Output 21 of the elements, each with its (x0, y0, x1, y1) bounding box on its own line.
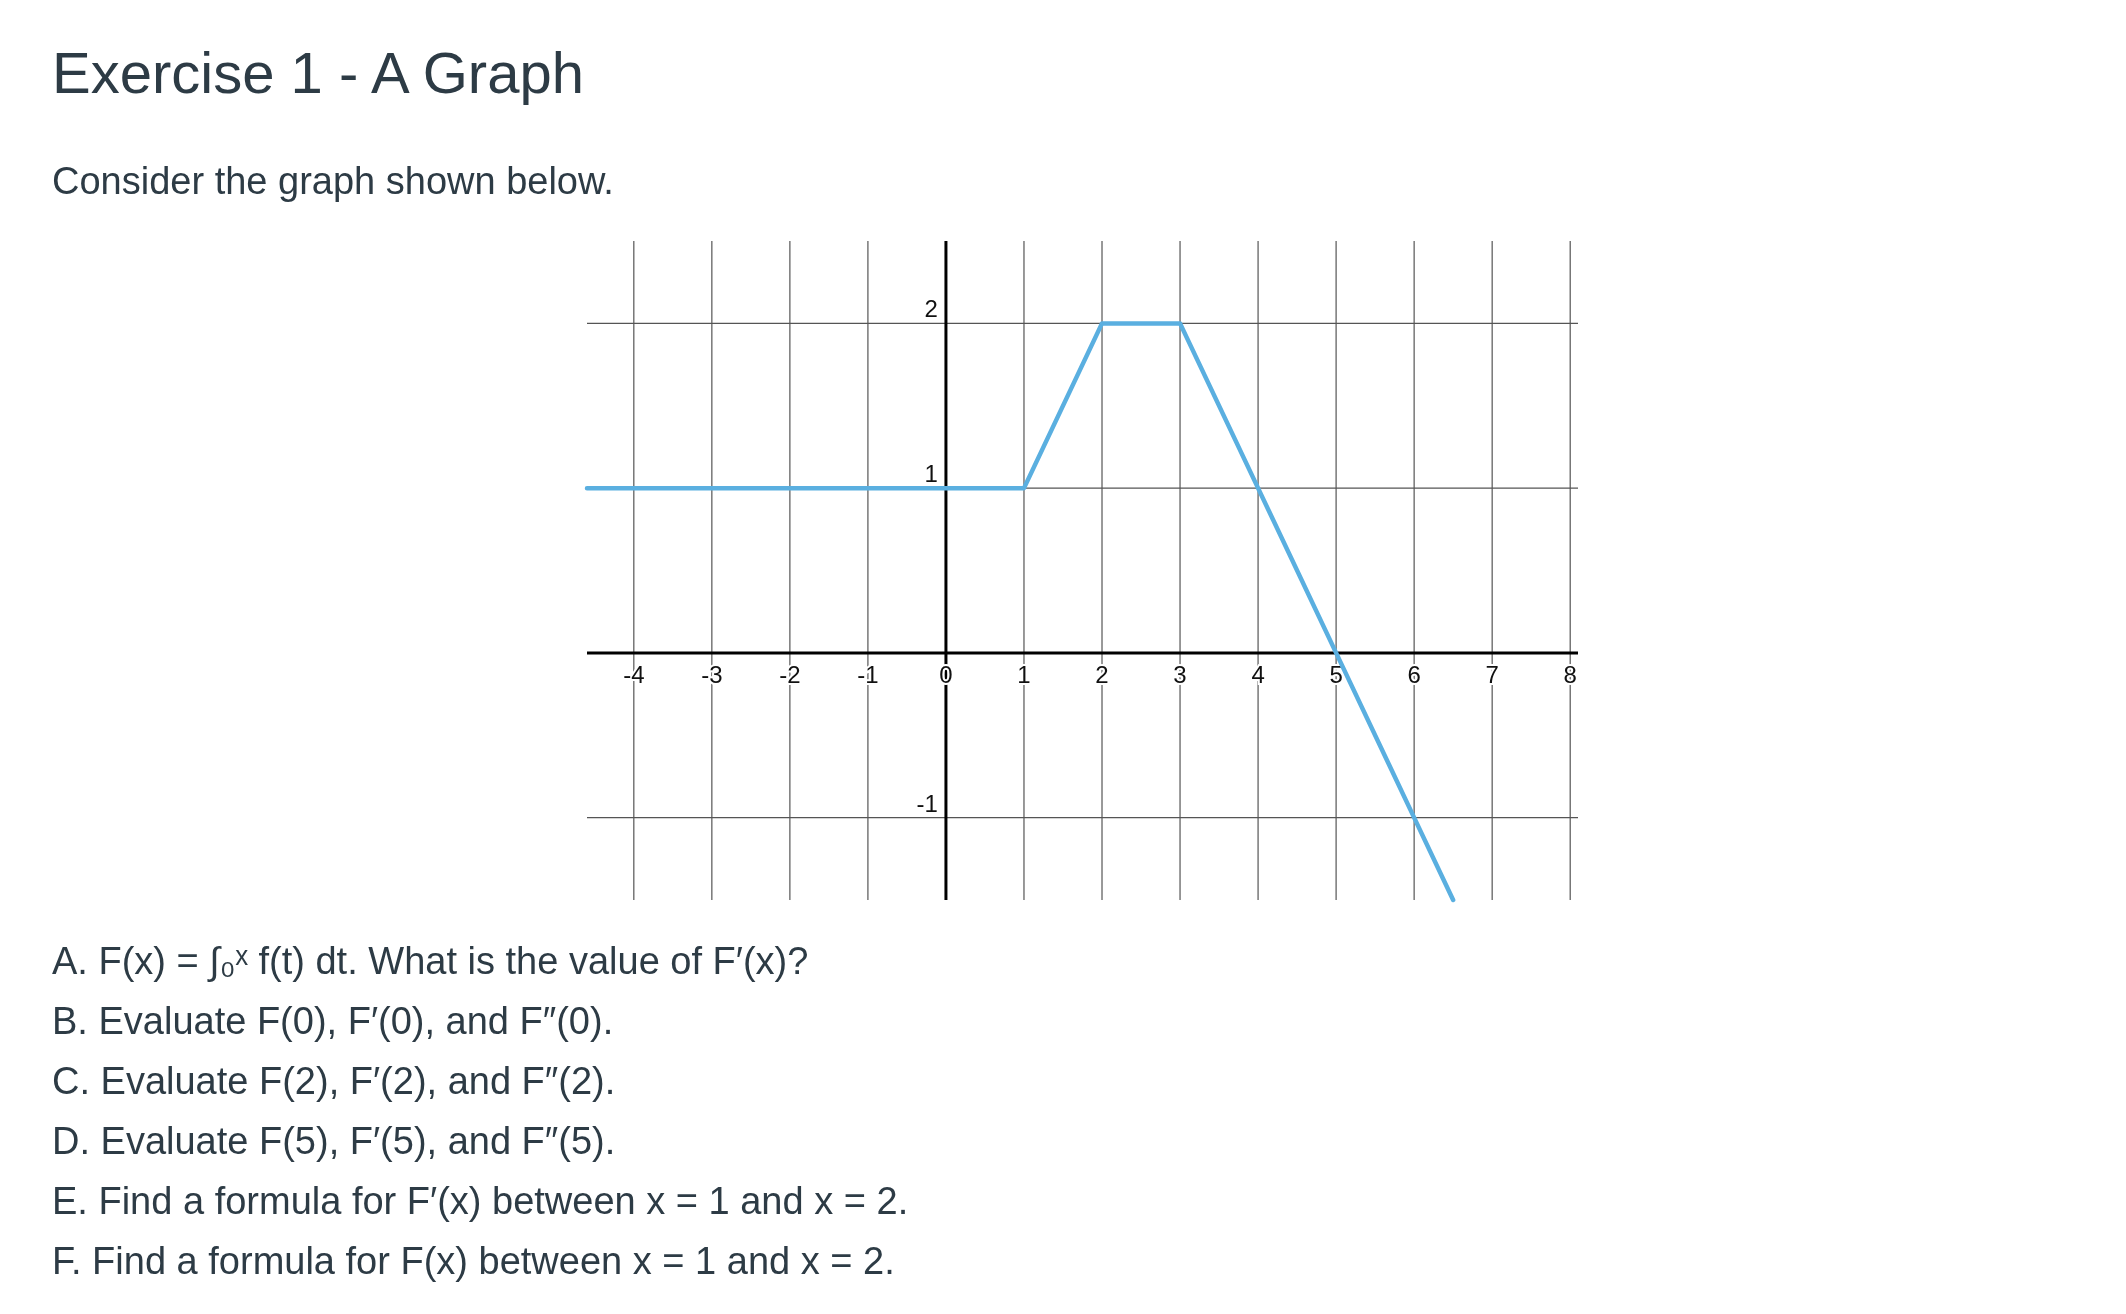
x-tick-label: -3 (701, 660, 723, 688)
x-tick-label: 7 (1485, 660, 1499, 688)
x-tick-label: 5 (1329, 660, 1343, 688)
x-tick-label: 2 (1095, 660, 1109, 688)
x-tick-label: -2 (779, 660, 801, 688)
x-tick-label: 3 (1173, 660, 1187, 688)
x-tick-label: -1 (857, 660, 879, 688)
y-tick-label: 2 (924, 295, 938, 323)
text: F. Find a formula for F(x) between x = 1 and x = 2. (52, 1240, 895, 1282)
text: D. Evaluate F(5), F′(5), and F″(5). (52, 1120, 616, 1162)
y-tick-label: -1 (916, 789, 938, 817)
chart-title: Exercise 1 - A Graph (52, 40, 584, 105)
text: E. Find a formula for F′(x) between x = 1 and x = 2. (52, 1180, 909, 1222)
text: B. Evaluate F(0), F′(0), and F″(0). (52, 1000, 614, 1042)
chart-subtitle: Consider the graph shown below. (52, 160, 614, 202)
text: C. Evaluate F(2), F′(2), and F″(2). (52, 1060, 616, 1102)
x-tick-label: 6 (1407, 660, 1421, 688)
text: A. F(x) = ∫₀ˣ f(t) dt. What is the value of F′(x)? (52, 940, 809, 983)
x-tick-label: 4 (1251, 660, 1265, 688)
x-tick-label: 1 (1017, 660, 1031, 688)
y-tick-label: 1 (924, 460, 938, 488)
